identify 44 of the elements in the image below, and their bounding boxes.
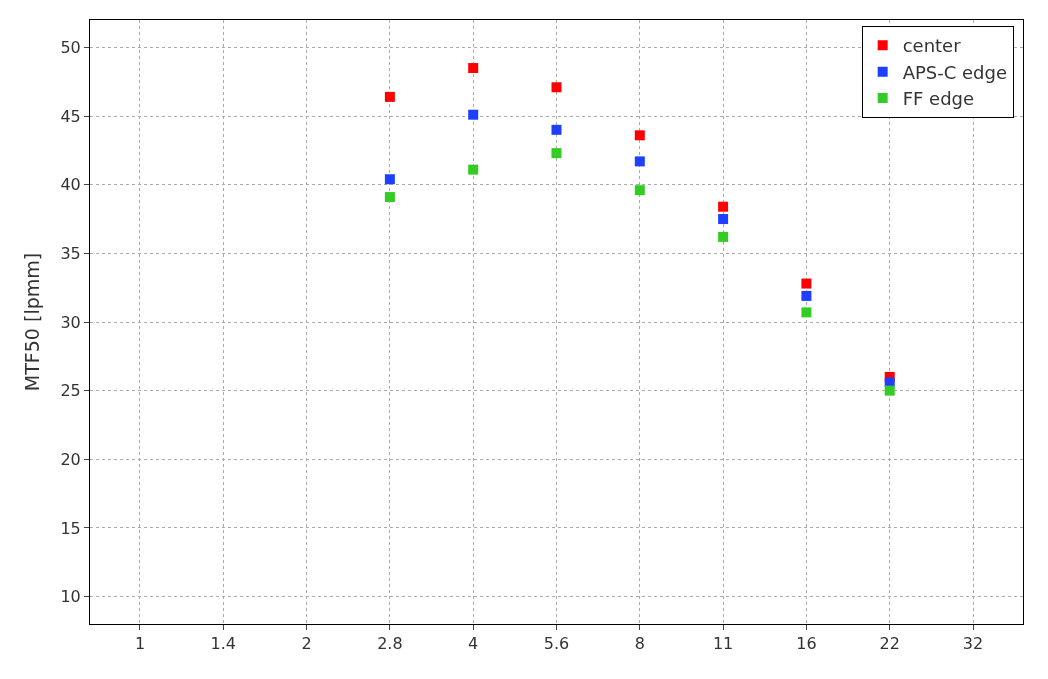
y-tick-label: 10 [60, 587, 81, 607]
y-tick-label: 35 [60, 243, 81, 263]
point [718, 231, 729, 242]
point [884, 385, 895, 396]
x-tick-label: 22 [879, 634, 900, 654]
point [801, 307, 812, 318]
point [384, 174, 395, 185]
x-tick-label: 5.6 [543, 634, 570, 654]
x-tick-label: 11 [712, 634, 734, 654]
x-tick-label: 1.4 [210, 634, 237, 654]
x-tick-label: 32 [962, 634, 984, 654]
point [718, 214, 729, 225]
point [468, 109, 479, 120]
point [468, 164, 479, 175]
x-tick-label: 16 [796, 634, 817, 654]
point [718, 201, 729, 212]
legend-label: APS-C edge [902, 61, 1008, 83]
x-tick-label: 2 [301, 634, 312, 654]
point [551, 124, 562, 135]
point [801, 278, 812, 289]
point [634, 130, 645, 141]
legend-label: center [902, 35, 962, 57]
y-tick-label: 15 [60, 518, 81, 538]
x-tick-label: 8 [634, 634, 645, 654]
x-tick-label: 1 [134, 634, 146, 654]
point [884, 377, 895, 388]
y-tick-label: 40 [60, 175, 81, 195]
point [384, 192, 395, 203]
point [468, 63, 479, 74]
point [551, 148, 562, 159]
point [551, 82, 562, 93]
x-tick-label: 4 [468, 634, 479, 654]
point [801, 290, 812, 301]
y-tick-label: 30 [60, 312, 81, 332]
y-tick-label: 45 [60, 106, 81, 126]
x-tick-label: 2.8 [377, 634, 403, 654]
y-tick-label: 50 [60, 38, 81, 58]
point [384, 91, 395, 102]
y-axis-title: MTF50 [lpmm] [21, 252, 44, 392]
legend-label: FF edge [902, 88, 975, 110]
y-tick-label: 20 [60, 449, 81, 469]
point [634, 156, 645, 167]
point [634, 185, 645, 196]
y-tick-label: 25 [60, 381, 81, 401]
